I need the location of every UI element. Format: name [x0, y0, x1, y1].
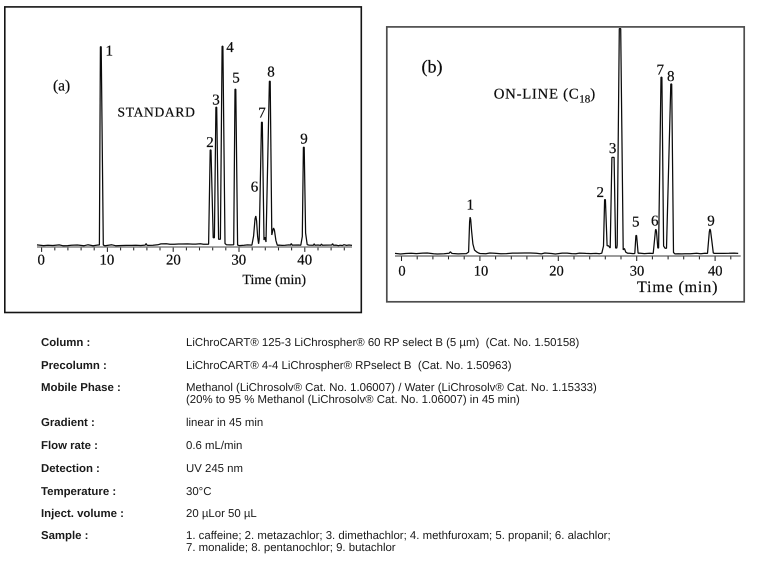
svg-text:10: 10 — [474, 263, 489, 279]
svg-text:1: 1 — [106, 44, 114, 60]
svg-text:6: 6 — [651, 214, 659, 230]
svg-text:9: 9 — [300, 132, 308, 148]
svg-text:30: 30 — [630, 263, 645, 279]
svg-text:Time (min): Time (min) — [637, 279, 718, 296]
svg-text:1: 1 — [467, 198, 475, 214]
svg-text:0: 0 — [37, 253, 44, 269]
svg-text:2: 2 — [597, 185, 605, 201]
svg-text:40: 40 — [297, 253, 312, 269]
svg-text:8: 8 — [267, 65, 275, 81]
svg-text:9: 9 — [707, 214, 715, 230]
svg-text:4: 4 — [226, 40, 234, 56]
svg-text:20: 20 — [549, 263, 564, 279]
svg-text:8: 8 — [667, 69, 675, 85]
svg-text:10: 10 — [100, 253, 115, 269]
svg-text:5: 5 — [232, 71, 240, 87]
svg-text:7: 7 — [258, 106, 266, 122]
svg-text:(b): (b) — [422, 56, 443, 76]
svg-text:20: 20 — [166, 253, 181, 269]
svg-text:0: 0 — [398, 263, 405, 279]
svg-text:3: 3 — [609, 141, 617, 157]
svg-text:6: 6 — [251, 180, 259, 196]
svg-text:Time (min): Time (min) — [242, 273, 306, 288]
svg-text:ON-LINE (C18): ON-LINE (C18) — [494, 87, 596, 106]
svg-text:5: 5 — [632, 215, 640, 231]
svg-text:40: 40 — [708, 263, 723, 279]
svg-text:2: 2 — [206, 135, 214, 151]
svg-text:30: 30 — [231, 253, 246, 269]
svg-text:STANDARD: STANDARD — [118, 104, 196, 119]
svg-text:3: 3 — [212, 93, 220, 109]
svg-text:7: 7 — [657, 63, 665, 79]
svg-text:(a): (a) — [53, 78, 70, 95]
